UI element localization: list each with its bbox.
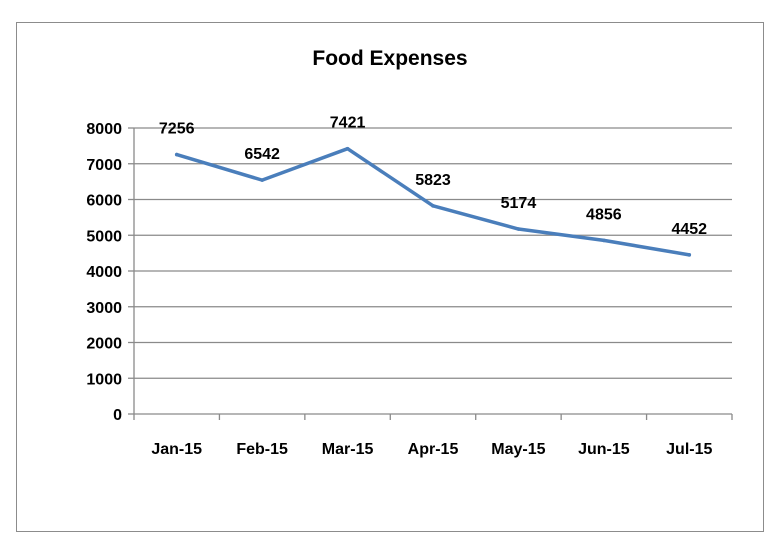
data-point xyxy=(687,253,692,257)
chart-frame xyxy=(16,22,764,532)
data-label: 5823 xyxy=(415,172,451,189)
data-label: 6542 xyxy=(244,146,280,163)
y-tick-label: 4000 xyxy=(86,264,122,281)
data-point xyxy=(174,152,179,157)
data-label: 5174 xyxy=(501,195,537,212)
chart-title: Food Expenses xyxy=(312,47,467,70)
data-label: 4856 xyxy=(586,206,622,223)
x-tick-label: Jul-15 xyxy=(666,441,712,458)
y-tick-label: 2000 xyxy=(86,336,122,353)
y-tick-label: 8000 xyxy=(86,121,122,138)
data-point xyxy=(431,204,435,208)
data-label: 7256 xyxy=(159,121,195,138)
x-tick-label: Jun-15 xyxy=(578,441,630,458)
x-axis-ticks: Jan-15 Feb-15 Mar-15 Apr-15 May-15 Jun-15 Jul-… xyxy=(151,441,712,458)
data-label: 4452 xyxy=(671,221,707,238)
y-tick-label: 5000 xyxy=(86,228,122,245)
data-label: 7421 xyxy=(330,115,366,132)
data-point xyxy=(516,227,521,231)
gridlines xyxy=(134,127,732,379)
data-point xyxy=(260,178,264,182)
y-tick-label: 3000 xyxy=(86,300,122,317)
y-axis-ticks: 0 1000 2000 3000 4000 5000 6000 7000 8000 xyxy=(86,121,122,424)
y-tick-label: 0 xyxy=(113,407,122,424)
x-tick-label: Jan-15 xyxy=(151,441,202,458)
y-tick-label: 7000 xyxy=(86,157,122,174)
axes xyxy=(128,127,733,420)
x-tick-label: May-15 xyxy=(491,441,545,458)
series-line-layer xyxy=(174,146,692,257)
y-tick-label: 1000 xyxy=(86,371,122,388)
data-point xyxy=(345,146,350,151)
data-labels: 7256 6542 7421 5823 5174 4856 4452 xyxy=(159,115,707,238)
x-tick-label: Apr-15 xyxy=(408,441,459,458)
y-tick-label: 6000 xyxy=(86,193,122,210)
x-tick-label: Mar-15 xyxy=(322,441,374,458)
x-tick-label: Feb-15 xyxy=(236,441,288,458)
data-point xyxy=(602,238,606,243)
series-line xyxy=(174,146,692,257)
